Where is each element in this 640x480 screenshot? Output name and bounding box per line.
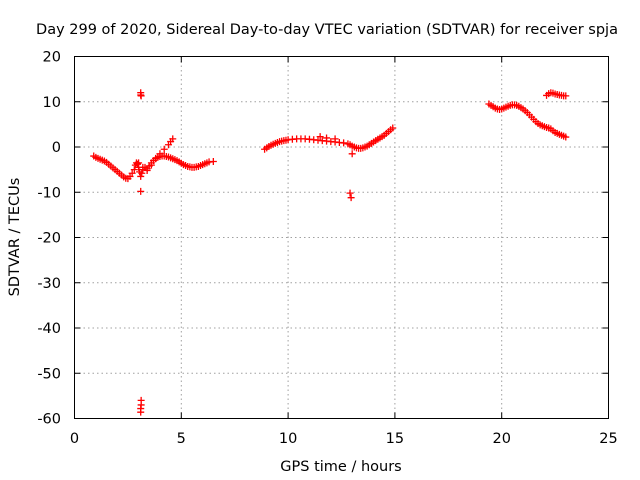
data-point: [130, 166, 138, 174]
data-point: [152, 154, 160, 162]
data-point: [323, 134, 331, 142]
data-point: [389, 124, 397, 132]
data-point: [562, 133, 570, 141]
data-point: [138, 169, 146, 177]
y-tick-label: -40: [37, 321, 61, 337]
y-tick-label: -50: [37, 366, 61, 382]
data-point: [169, 135, 177, 143]
y-tick-label: -20: [37, 231, 61, 247]
data-point: [137, 172, 145, 180]
x-tick-label: 5: [177, 431, 186, 447]
x-axis-tick-labels: 0 5 10 15 20 25: [70, 431, 618, 447]
data-point: [156, 150, 164, 158]
x-tick-label: 0: [70, 431, 79, 447]
data-points: [90, 89, 570, 416]
data-point: [143, 167, 151, 175]
data-point: [139, 163, 147, 171]
y-tick-label: -60: [37, 412, 61, 428]
plot-frame: [74, 56, 609, 419]
data-point: [137, 408, 145, 416]
chart-title: Day 299 of 2020, Sidereal Day-to-day VTE…: [36, 22, 618, 38]
data-point: [147, 161, 155, 169]
data-point: [128, 169, 136, 177]
data-point: [346, 189, 354, 197]
y-tick-label: -30: [37, 276, 61, 292]
y-axis-tick-labels: -60 -50 -40 -30 -20 -10 0 10 20: [37, 50, 61, 428]
data-point: [340, 139, 348, 147]
data-point: [347, 194, 355, 202]
data-point: [562, 92, 570, 100]
data-point: [135, 159, 143, 167]
y-tick-label: 0: [52, 140, 61, 156]
data-point: [137, 92, 145, 100]
data-point: [331, 135, 339, 143]
grid: [74, 56, 609, 419]
data-point: [134, 160, 142, 168]
data-point: [209, 157, 217, 165]
data-point: [316, 133, 324, 141]
x-tick-label: 15: [386, 431, 404, 447]
data-point: [348, 150, 356, 158]
data-point: [160, 145, 168, 153]
x-tick-label: 25: [599, 431, 617, 447]
y-tick-label: 10: [43, 95, 61, 111]
data-point: [137, 187, 145, 195]
y-tick-label: 20: [43, 50, 61, 66]
x-axis-label: GPS time / hours: [280, 459, 401, 475]
x-tick-label: 10: [279, 431, 297, 447]
y-axis-label: SDTVAR / TECUs: [7, 178, 23, 297]
y-tick-label: -10: [37, 185, 61, 201]
x-tick-label: 20: [492, 431, 510, 447]
